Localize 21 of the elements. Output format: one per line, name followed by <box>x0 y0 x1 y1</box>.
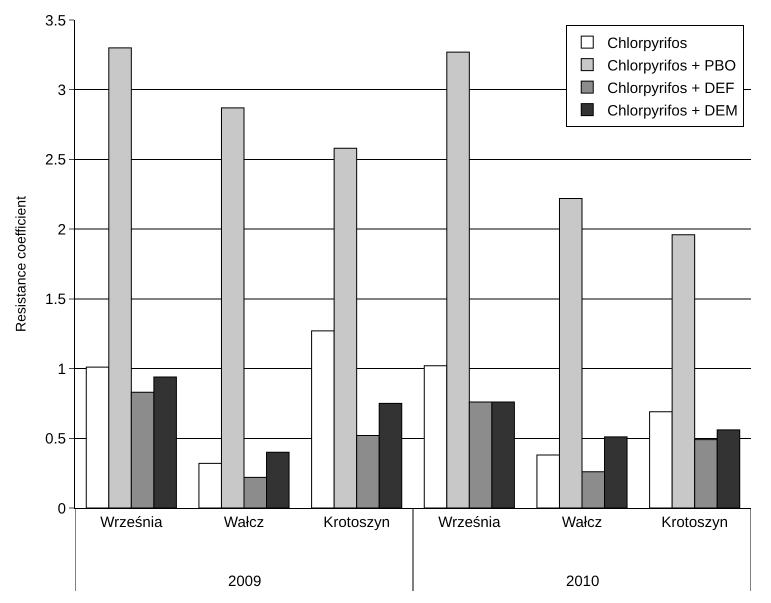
x-tick-label: Wałcz <box>224 514 264 531</box>
y-tick-label: 0.5 <box>45 430 66 448</box>
y-tick-label: 2.5 <box>45 152 66 169</box>
y-tick-label: 3.5 <box>45 12 66 30</box>
legend-label: Chlorpyrifos + DEF <box>607 80 734 97</box>
y-tick-label: 1.5 <box>45 291 66 308</box>
x-tick-label: Wałcz <box>562 514 602 531</box>
y-tick-label: 3 <box>58 82 66 99</box>
x-tick-label: Września <box>438 514 502 531</box>
legend-label: Chlorpyrifos + PBO <box>607 57 736 74</box>
text: 2010 <box>566 573 600 590</box>
y-tick-label: 0 <box>58 500 66 518</box>
x-tick-label: Krotoszyn <box>661 514 728 531</box>
x-tick-label: Krotoszyn <box>323 514 390 531</box>
y-axis-title: Resistance coefficient <box>12 196 29 332</box>
legend-label: Chlorpyrifos + DEM <box>607 102 738 120</box>
x-tick-label: Września <box>100 514 164 531</box>
y-tick-label: 1 <box>58 360 66 378</box>
y-tick-label: 2 <box>58 221 66 238</box>
text: 2009 <box>228 573 262 590</box>
legend-label: Chlorpyrifos <box>607 34 688 52</box>
